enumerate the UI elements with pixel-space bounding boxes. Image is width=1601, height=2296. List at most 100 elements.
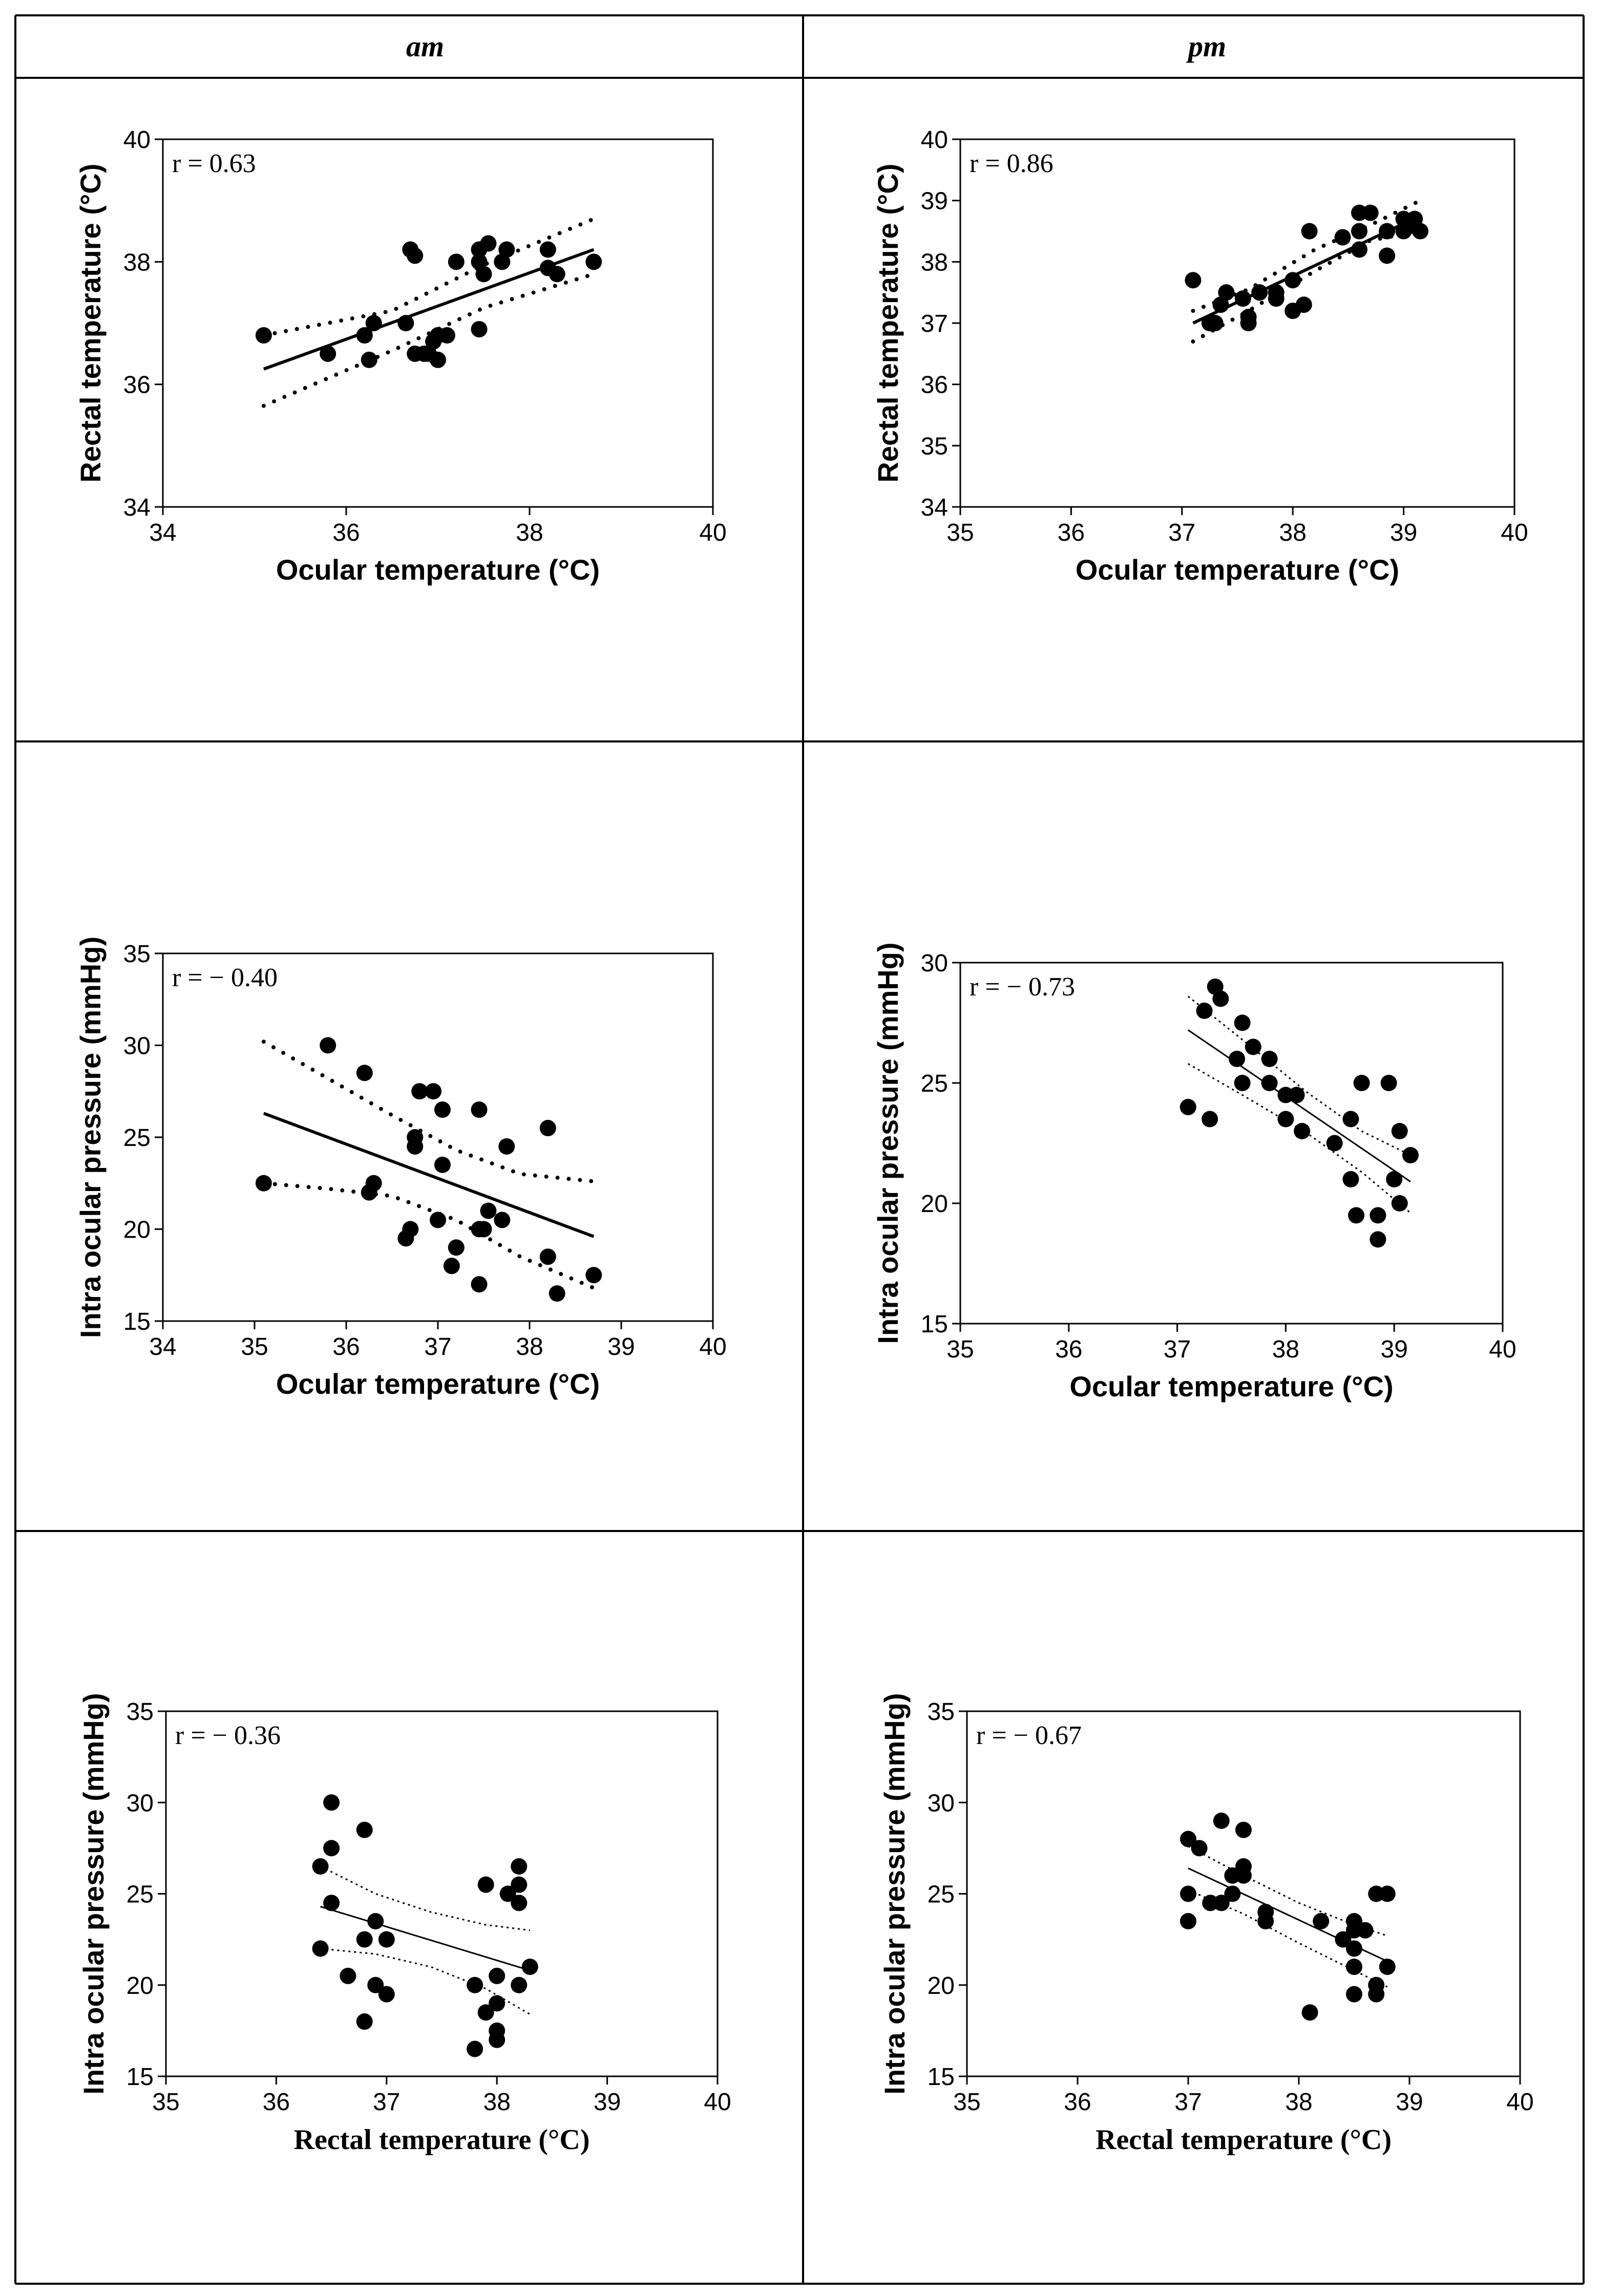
data-point (1334, 229, 1351, 246)
data-point (1386, 1171, 1403, 1187)
plot-frame (959, 962, 1504, 1325)
data-point (340, 1967, 356, 1984)
data-point (323, 1840, 340, 1857)
data-point (378, 1986, 395, 2003)
y-tick-label: 15 (921, 1311, 948, 1338)
x-axis-label: Ocular temperature (°C) (276, 554, 600, 586)
data-point (320, 345, 336, 362)
chart-pm-rectal-iop: 35 36 37 38 39 40 15 20 25 30 35 Rectal temperature… (878, 1693, 1534, 2156)
data-point (378, 1931, 395, 1948)
data-point (511, 1858, 528, 1875)
x-tick-label: 35 (241, 1333, 268, 1360)
data-point (480, 235, 497, 252)
plot-frame (162, 138, 714, 508)
data-point (1370, 1231, 1386, 1248)
y-tick-label: 36 (123, 372, 151, 399)
x-tick-label: 34 (149, 519, 176, 546)
data-point (425, 1083, 442, 1100)
data-point (402, 1221, 419, 1238)
x-tick-label: 40 (1489, 1336, 1516, 1363)
x-tick-label: 40 (699, 1333, 726, 1360)
data-point (1257, 1912, 1274, 1929)
data-point (367, 1912, 384, 1929)
x-axis-label: Ocular temperature (°C) (1076, 554, 1399, 586)
x-tick-label: 38 (1285, 2089, 1312, 2116)
data-point (430, 351, 446, 368)
ci-upper-band (261, 217, 596, 337)
x-tick-label: 35 (946, 519, 974, 546)
data-point (489, 1995, 505, 2012)
r-annotation: r = − 0.73 (970, 972, 1075, 1002)
x-axis-label: Ocular temperature (°C) (276, 1368, 600, 1400)
x-tick-label: 36 (263, 2089, 290, 2116)
data-point (1313, 1912, 1330, 1929)
data-point (1346, 1940, 1362, 1957)
r-annotation: r = − 0.67 (976, 1721, 1082, 1750)
data-point (1234, 290, 1251, 307)
chart-am-rectal-iop: 35 36 37 38 39 40 15 20 25 30 35 Rectal temperature… (77, 1693, 731, 2156)
data-point (1218, 284, 1235, 301)
x-axis-label: Rectal temperature (°C) (294, 2124, 590, 2156)
y-tick-label: 15 (127, 2064, 154, 2091)
data-point (1402, 1147, 1419, 1163)
x-tick-label: 37 (1174, 2089, 1202, 2116)
data-point (356, 327, 373, 344)
data-point (1234, 1075, 1251, 1091)
data-point (312, 1858, 329, 1875)
data-point (1353, 1075, 1370, 1091)
x-tick-label: 36 (1055, 1336, 1082, 1363)
data-point (585, 253, 602, 270)
data-point (443, 1258, 460, 1274)
y-tick-label: 30 (921, 950, 948, 977)
y-axis-label: Intra ocular pressure (mmHg) (74, 937, 107, 1338)
data-point (407, 1138, 424, 1155)
data-point (1261, 1051, 1278, 1067)
data-point (521, 1959, 538, 1975)
data-point (1234, 1014, 1251, 1031)
x-tick-label: 40 (704, 2089, 731, 2116)
y-tick-label: 30 (127, 1790, 154, 1817)
y-tick-label: 38 (123, 249, 151, 276)
data-point (356, 2013, 373, 2030)
plot-frame (959, 138, 1515, 508)
y-tick-label: 37 (921, 310, 948, 337)
x-tick-label: 36 (1058, 519, 1085, 546)
y-axis-label: Intra ocular pressure (mmHg) (872, 942, 904, 1344)
plot-frame (162, 952, 714, 1322)
data-point (397, 315, 414, 331)
data-point (498, 241, 515, 258)
x-tick-label: 38 (516, 519, 543, 546)
x-tick-label: 34 (149, 1333, 176, 1360)
y-tick-label: 15 (928, 2064, 955, 2091)
x-axis-label: Rectal temperature (°C) (1096, 2124, 1392, 2156)
data-point (1179, 1099, 1196, 1115)
data-point (411, 1083, 428, 1100)
y-tick-label: 20 (127, 1972, 154, 2000)
y-axis-label: Intra ocular pressure (mmHg) (878, 1693, 911, 2094)
data-point (438, 327, 455, 344)
data-point (434, 1101, 451, 1118)
data-point (471, 1101, 488, 1118)
data-point (467, 1976, 483, 1993)
data-point (1213, 1895, 1230, 1911)
y-axis-label: Intra ocular pressure (mmHg) (77, 1693, 110, 2094)
x-tick-label: 36 (332, 519, 360, 546)
y-axis-label: Rectal temperature (°C) (74, 164, 107, 483)
data-point (312, 1940, 329, 1957)
data-point (1212, 990, 1229, 1007)
data-point (323, 1895, 340, 1911)
data-point (1379, 223, 1396, 240)
ci-lower-band (261, 1181, 596, 1290)
y-tick-label: 20 (928, 1972, 955, 2000)
data-point (1213, 1812, 1230, 1829)
data-point (477, 2004, 494, 2021)
data-point (1240, 309, 1257, 326)
data-point (471, 1276, 488, 1293)
regression-line (263, 1112, 595, 1238)
y-tick-label: 35 (928, 1698, 955, 1726)
data-point (448, 1239, 465, 1256)
data-point (477, 1876, 494, 1893)
y-tick-label: 30 (928, 1790, 955, 1817)
data-point (511, 1895, 528, 1911)
